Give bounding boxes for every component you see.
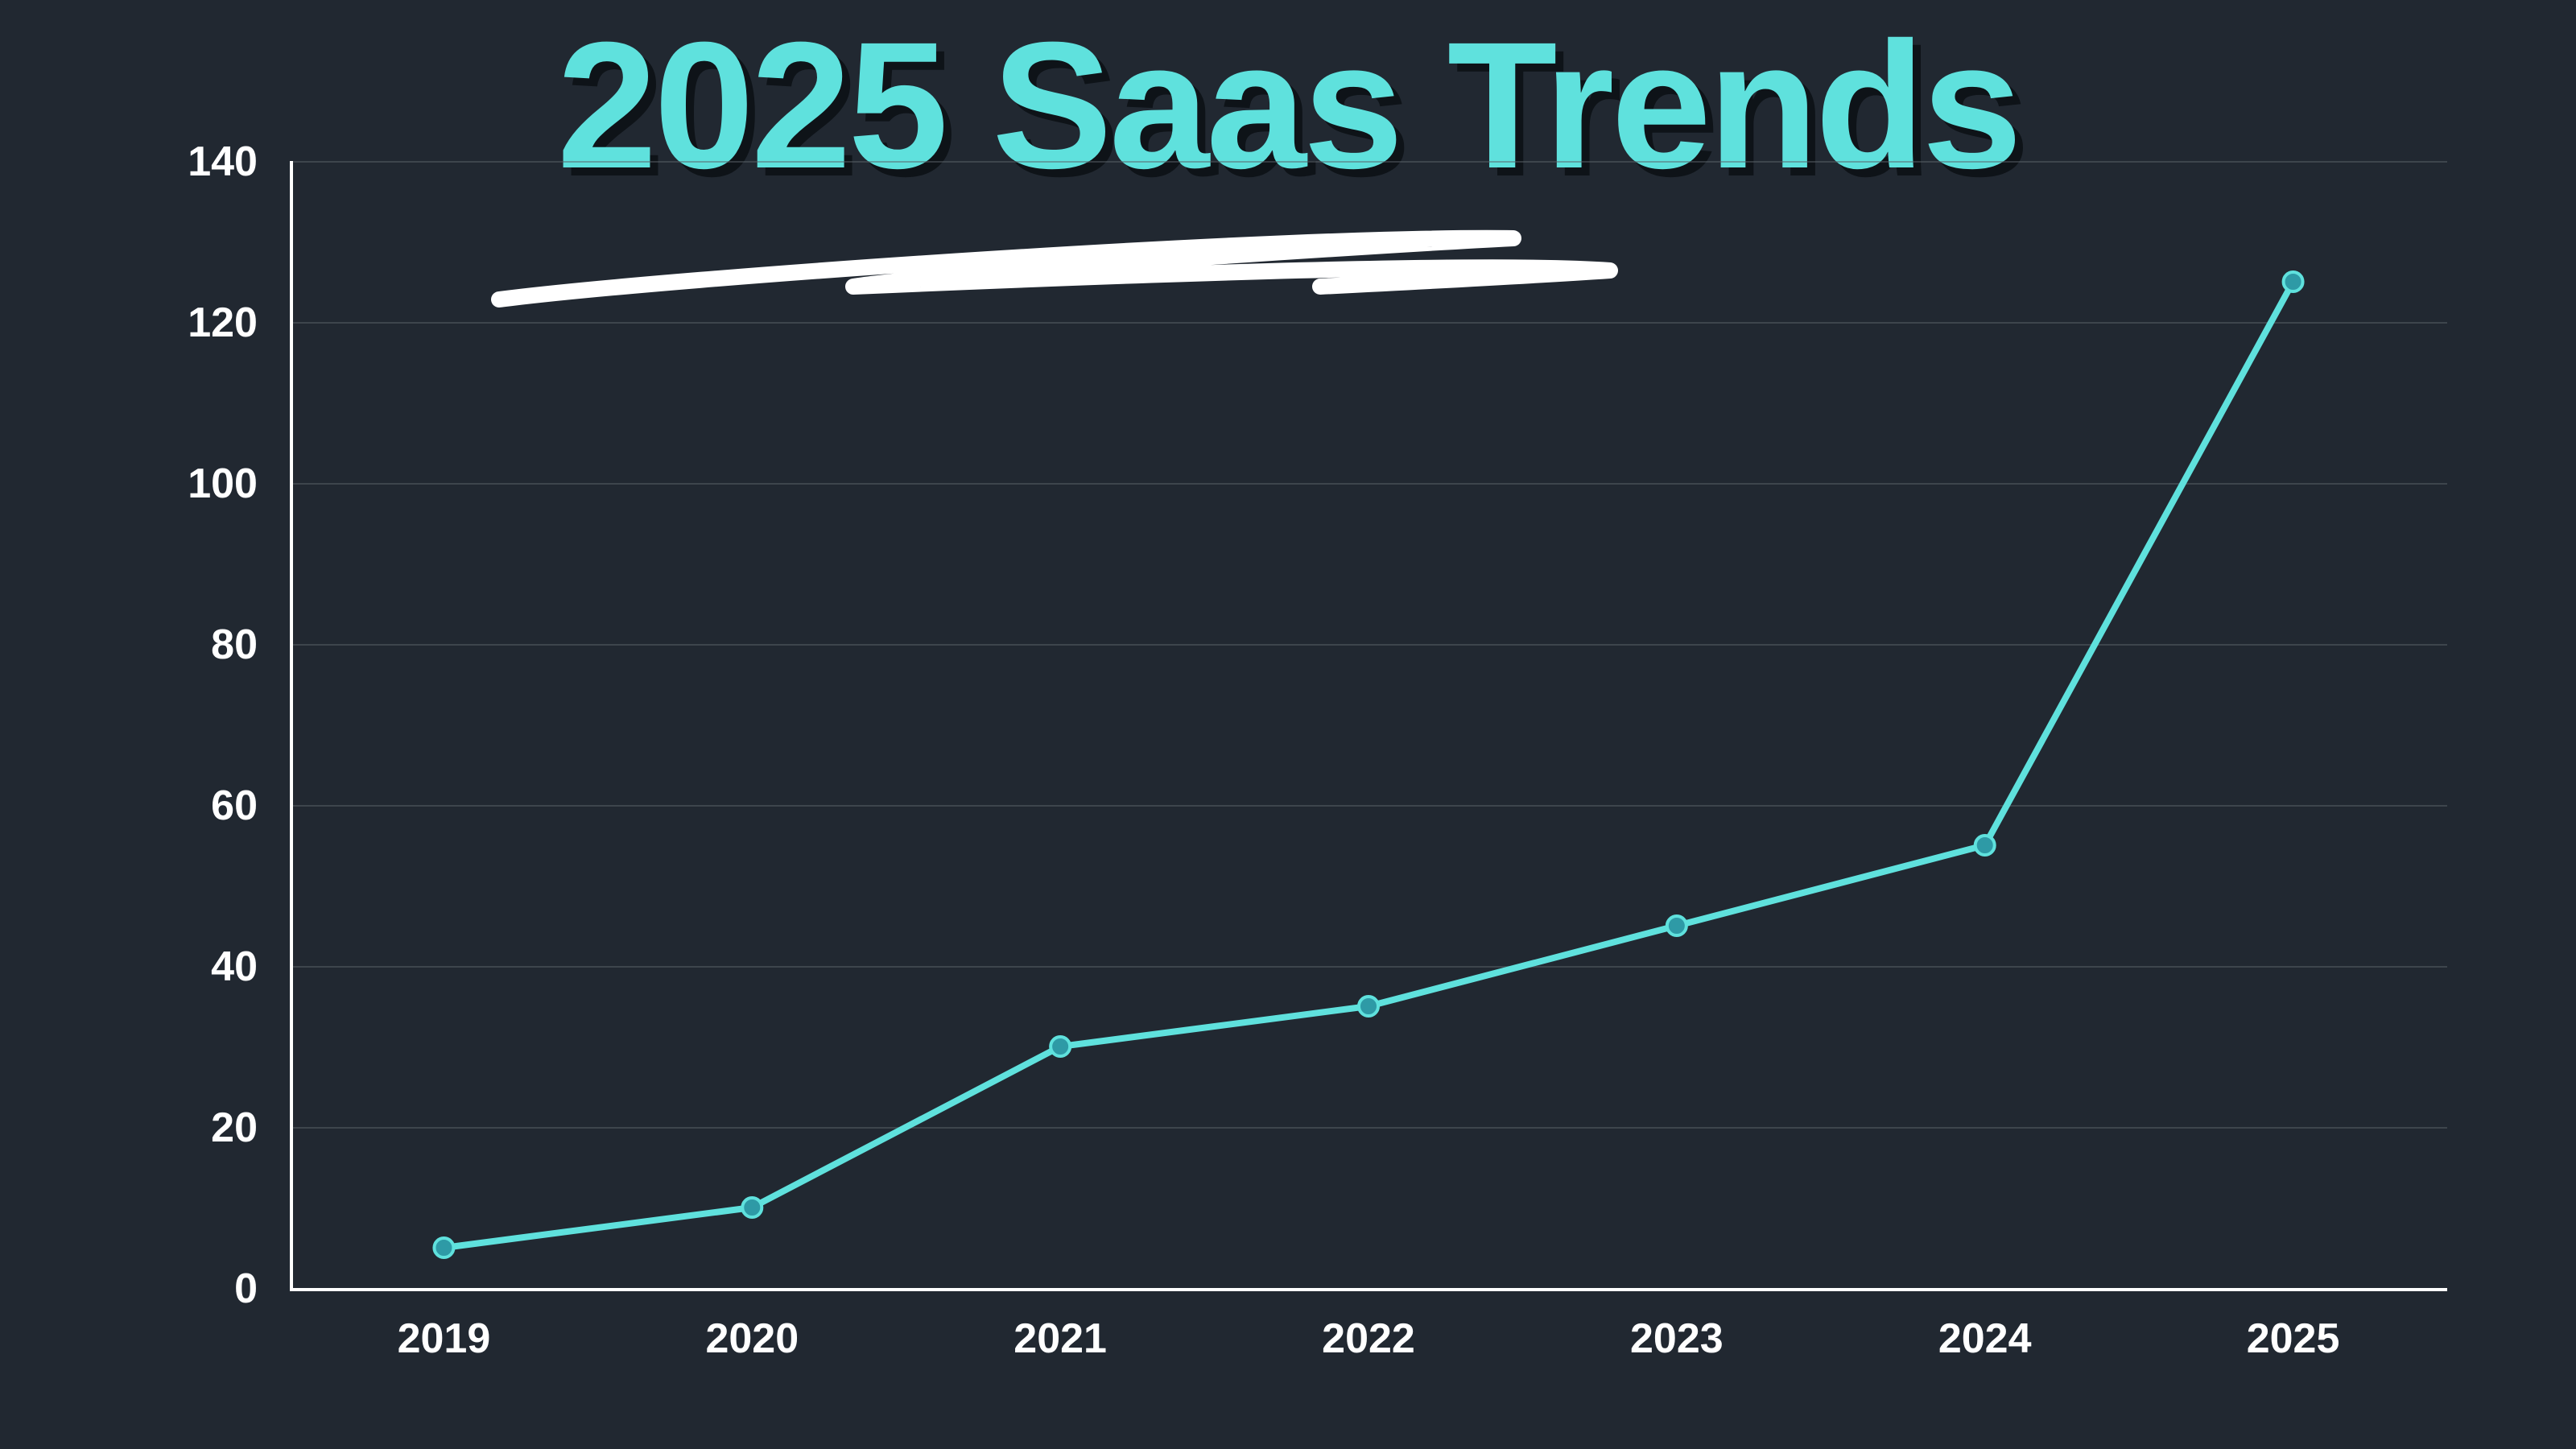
data-point xyxy=(434,1238,453,1257)
data-point xyxy=(742,1198,762,1217)
data-point xyxy=(1051,1037,1070,1056)
data-point xyxy=(1975,836,1995,855)
line-series xyxy=(0,0,2576,1449)
line-path xyxy=(444,282,2293,1248)
data-point xyxy=(1359,997,1378,1016)
line-chart: 020406080100120140 201920202021202220232… xyxy=(0,0,2576,1449)
data-point xyxy=(2284,272,2303,291)
data-point xyxy=(1667,916,1686,935)
